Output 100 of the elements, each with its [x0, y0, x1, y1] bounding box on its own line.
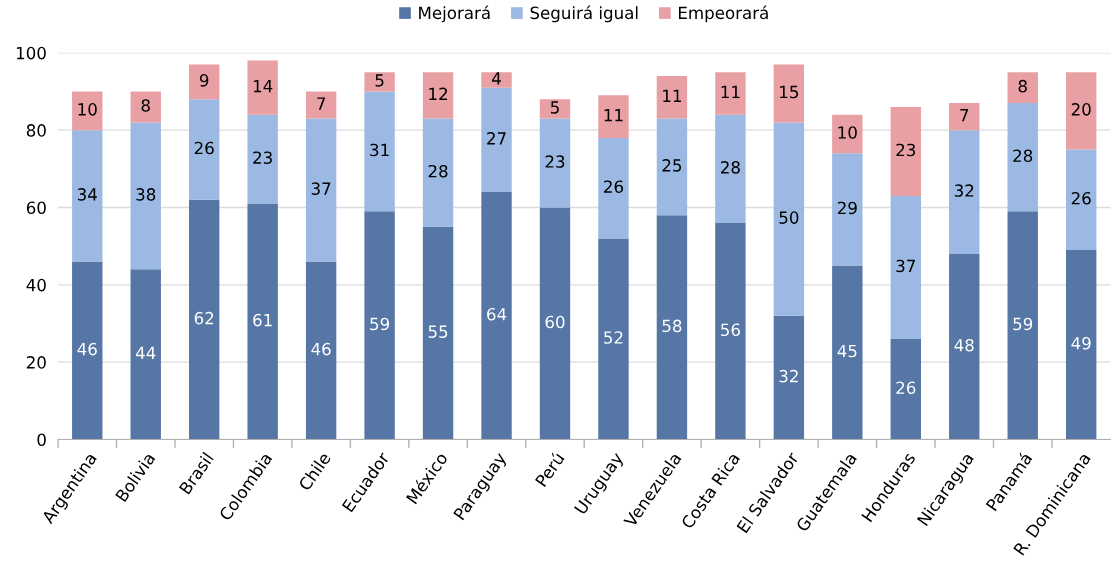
bar: [1007, 72, 1038, 104]
bar: [72, 261, 103, 440]
data-label: 26: [604, 180, 624, 193]
data-label: 32: [954, 184, 974, 197]
data-label: 46: [77, 342, 97, 356]
bar: [364, 91, 395, 212]
data-label: 9: [199, 74, 209, 87]
data-label: 25: [662, 159, 682, 172]
data-label: 37: [311, 182, 331, 195]
bar: [422, 118, 454, 227]
bar: [305, 261, 337, 440]
bar: [305, 118, 337, 262]
bar: [832, 114, 863, 154]
bar: [247, 203, 278, 440]
bar: [305, 91, 337, 119]
bar: [364, 211, 395, 440]
data-label: 64: [487, 307, 507, 321]
bar: [481, 192, 512, 440]
bar: [1007, 211, 1038, 440]
bar: [656, 76, 688, 119]
data-label: 46: [311, 342, 331, 356]
data-label: 23: [896, 143, 916, 157]
y-tick-label: 0: [37, 433, 46, 447]
bar: [949, 130, 980, 254]
bar: [422, 226, 454, 440]
data-label: 7: [317, 97, 326, 110]
bar: [1007, 103, 1038, 212]
data-label: 50: [779, 211, 799, 224]
data-label: 11: [604, 109, 623, 122]
bar: [539, 118, 571, 208]
bar: [481, 87, 512, 193]
data-label: 61: [253, 313, 272, 327]
bar: [189, 199, 220, 440]
data-label: 28: [721, 161, 740, 174]
y-tick-label: 60: [26, 201, 46, 215]
data-label: 7: [960, 109, 969, 122]
data-label: 8: [141, 99, 150, 112]
bar: [72, 91, 103, 131]
bar: [773, 122, 805, 316]
bar: [598, 238, 629, 440]
bar: [656, 118, 688, 216]
data-label: 15: [780, 85, 799, 99]
data-label: 48: [954, 338, 974, 352]
bar: [130, 122, 161, 270]
bar: [773, 315, 805, 440]
bar: [422, 72, 454, 119]
data-label: 34: [77, 188, 97, 201]
data-label: 55: [428, 325, 448, 338]
data-label: 52: [604, 331, 623, 344]
data-label: 44: [135, 346, 156, 360]
data-label: 45: [837, 344, 857, 358]
data-label: 23: [253, 151, 272, 164]
bar: [715, 114, 746, 223]
data-label: 59: [370, 317, 390, 331]
data-label: 60: [545, 315, 565, 329]
data-label: 26: [194, 141, 214, 155]
data-label: 26: [896, 381, 916, 395]
data-label: 5: [375, 74, 384, 87]
bar: [656, 215, 688, 440]
bar: [890, 106, 921, 196]
data-label: 10: [78, 103, 97, 116]
y-tick-label: 20: [26, 356, 46, 369]
data-label: 10: [838, 126, 857, 139]
y-tick-label: 100: [16, 46, 46, 60]
data-label: 14: [253, 80, 273, 93]
data-label: 38: [136, 188, 156, 201]
data-label: 8: [1018, 79, 1027, 93]
bar: [715, 72, 746, 115]
y-tick-label: 40: [26, 278, 46, 292]
bar: [1065, 250, 1097, 440]
legend-label: Empeorará: [678, 5, 768, 23]
bar: [247, 60, 278, 115]
data-label: 5: [550, 101, 559, 114]
bar: [832, 153, 863, 266]
bar: [189, 64, 220, 100]
data-label: 32: [779, 369, 798, 383]
bar: [364, 72, 395, 92]
data-label: 31: [370, 143, 389, 157]
legend-label: Mejorará: [419, 5, 490, 23]
bar: [832, 265, 863, 440]
data-label: 56: [721, 323, 740, 337]
data-label: 23: [545, 155, 565, 168]
bar: [247, 114, 278, 204]
data-label: 27: [487, 132, 506, 145]
data-label: 62: [194, 311, 214, 325]
bar: [598, 95, 629, 138]
legend-label: Seguirá igual: [530, 5, 638, 23]
bar: [481, 72, 512, 88]
bar: [949, 253, 980, 440]
bar: [890, 195, 921, 339]
data-label: 11: [663, 89, 681, 102]
data-label: 49: [1071, 336, 1091, 350]
bar: [189, 99, 220, 200]
bar: [773, 64, 805, 123]
bar: [72, 130, 103, 262]
data-label: 59: [1013, 317, 1033, 331]
data-label: 58: [662, 319, 682, 333]
data-label: 26: [1071, 191, 1091, 205]
data-label: 12: [429, 87, 447, 100]
bar: [1065, 149, 1097, 251]
